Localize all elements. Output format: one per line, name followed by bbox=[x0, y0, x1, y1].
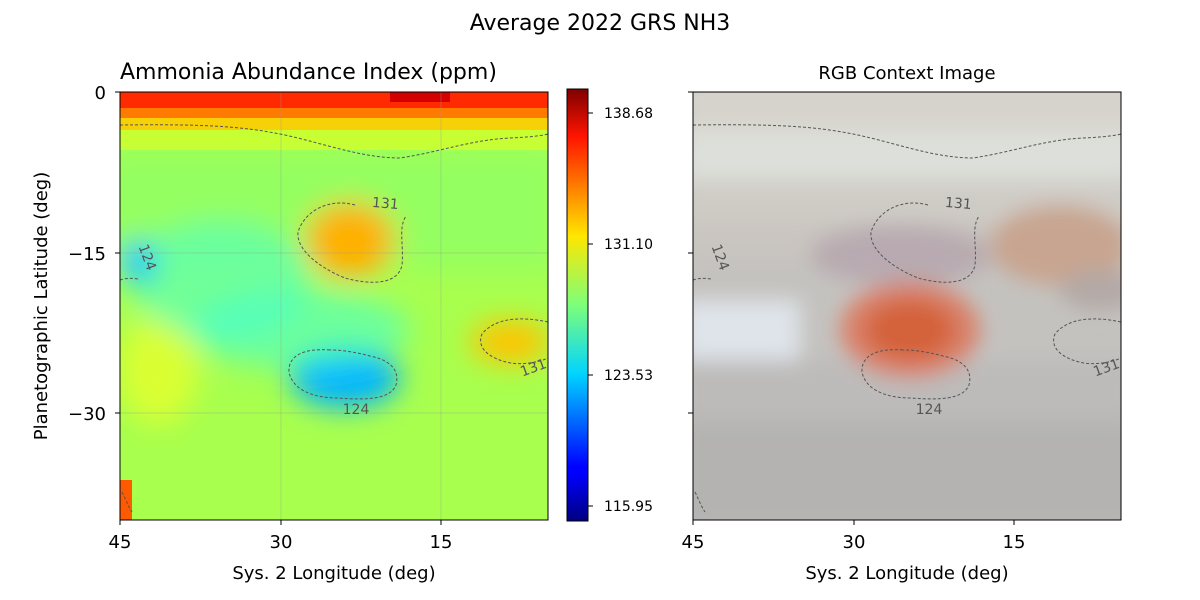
x-tick-label: 45 bbox=[682, 532, 705, 553]
right-contours bbox=[693, 124, 1121, 513]
x-axis-label: Sys. 2 Longitude (deg) bbox=[805, 563, 1008, 584]
x-tick-label: 45 bbox=[109, 532, 132, 553]
left-contours bbox=[120, 124, 548, 513]
ammonia-low-region bbox=[120, 240, 156, 284]
contour-label: 131 bbox=[944, 195, 972, 213]
ammonia-heatmap bbox=[120, 92, 548, 520]
x-axis-label: Sys. 2 Longitude (deg) bbox=[232, 563, 435, 584]
contour-label: 124 bbox=[916, 402, 943, 418]
right-y-ticks bbox=[688, 91, 693, 414]
colorbar-tick-label: 123.53 bbox=[604, 368, 653, 384]
x-tick-label: 15 bbox=[430, 532, 453, 553]
contour-label: 131 bbox=[371, 195, 399, 213]
right-panel: RGB Context Image bbox=[682, 63, 1122, 584]
right-plot-frame bbox=[692, 91, 1122, 521]
y-tick-label: −30 bbox=[68, 404, 106, 425]
colorbar-tick-label: 138.68 bbox=[604, 106, 653, 122]
left-y-axis: 0 −15 −30 Planetographic Latitude (deg) bbox=[31, 83, 120, 440]
figure-suptitle: Average 2022 GRS NH3 bbox=[470, 11, 731, 36]
y-tick-label: −15 bbox=[68, 244, 106, 265]
x-tick-label: 15 bbox=[1003, 532, 1026, 553]
grid-lines bbox=[120, 92, 548, 520]
ammonia-high-region bbox=[470, 320, 548, 364]
contour-label: 124 bbox=[343, 402, 370, 418]
rgb-context-image bbox=[693, 92, 1121, 520]
x-tick-label: 30 bbox=[843, 532, 866, 553]
left-panel: Ammonia Abundance Index (ppm) bbox=[31, 60, 549, 584]
top-high-band bbox=[120, 92, 548, 150]
y-axis-label: Planetographic Latitude (deg) bbox=[31, 172, 52, 441]
colorbar-tick-label: 115.95 bbox=[604, 499, 653, 515]
left-x-axis: 45 30 15 Sys. 2 Longitude (deg) bbox=[109, 520, 453, 584]
left-plot-frame bbox=[119, 91, 549, 521]
ammonia-high-region bbox=[305, 202, 395, 278]
right-x-axis: 45 30 15 Sys. 2 Longitude (deg) bbox=[682, 520, 1026, 584]
right-panel-title: RGB Context Image bbox=[818, 63, 995, 84]
colorbar-gradient bbox=[566, 88, 589, 522]
x-tick-label: 30 bbox=[270, 532, 293, 553]
corner-high-cell bbox=[120, 480, 132, 520]
left-panel-title: Ammonia Abundance Index (ppm) bbox=[120, 60, 497, 85]
colorbar: 138.68 131.10 123.53 115.95 bbox=[566, 88, 653, 522]
colorbar-tick-label: 131.10 bbox=[604, 237, 653, 253]
y-tick-label: 0 bbox=[95, 83, 106, 104]
